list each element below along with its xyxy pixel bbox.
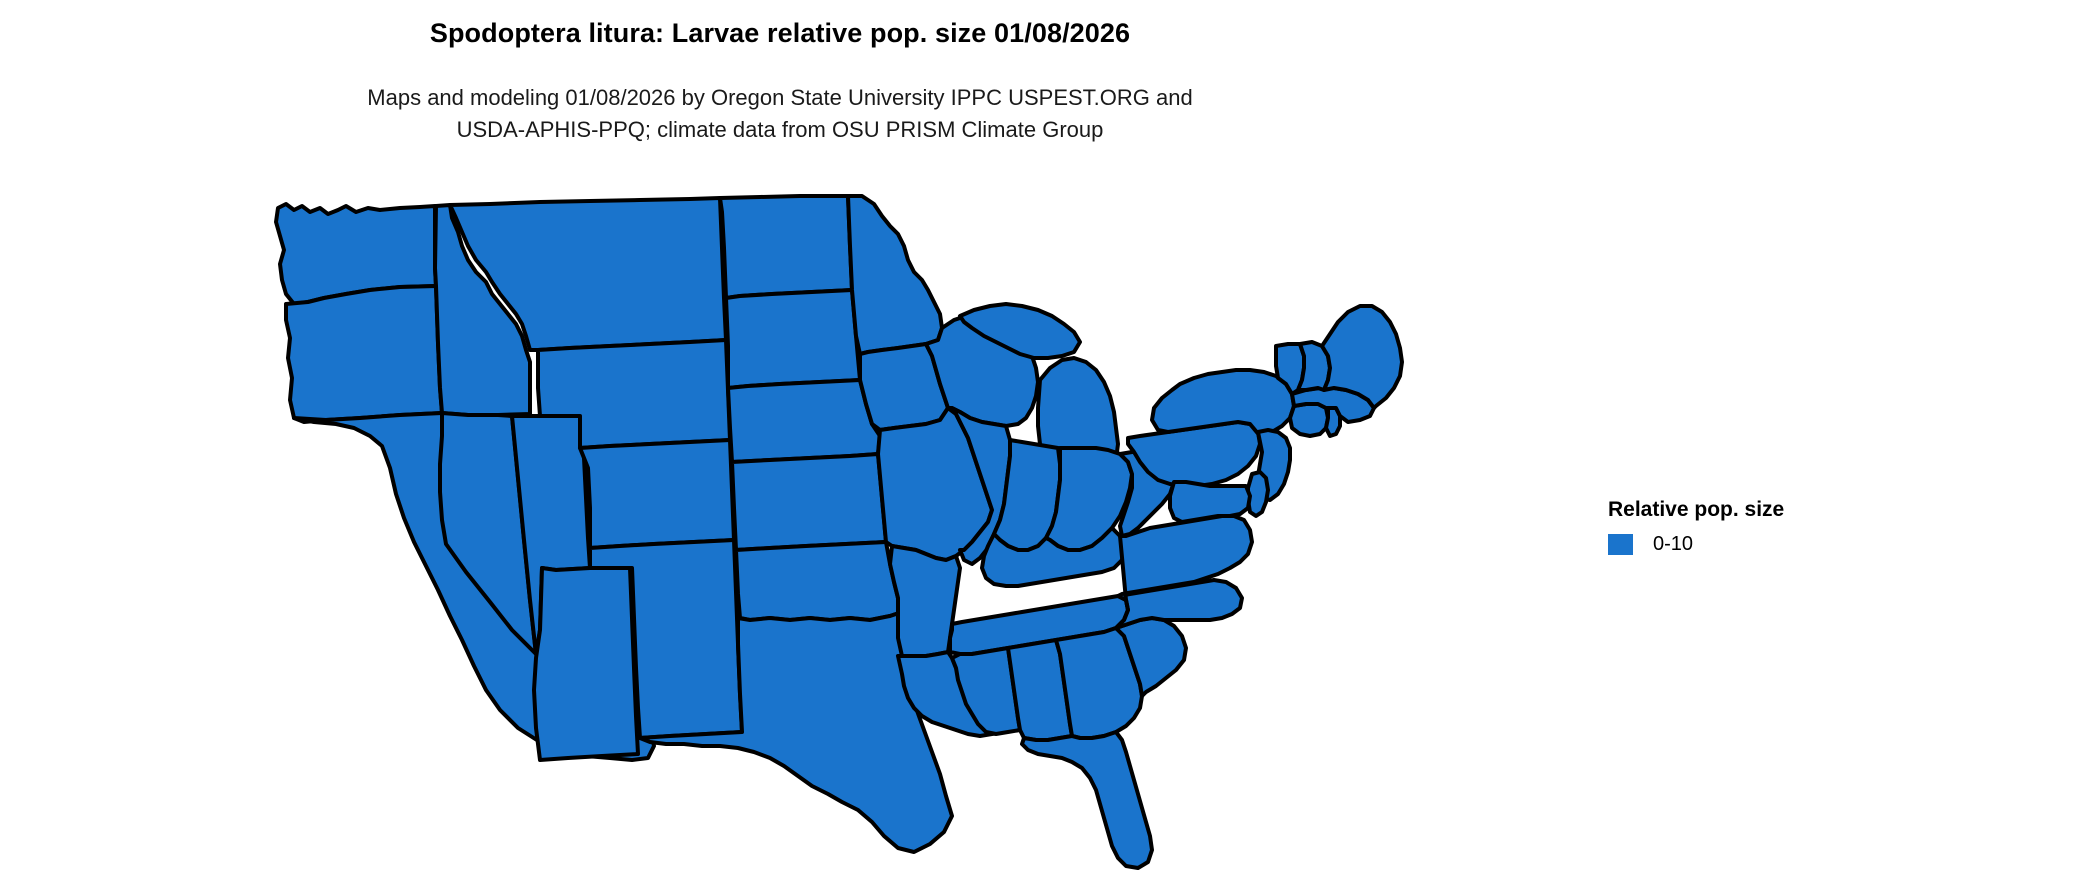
state-texas <box>638 610 954 854</box>
state-nebraska <box>726 378 882 464</box>
state-south-dakota <box>724 288 862 390</box>
subtitle-line-1: Maps and modeling 01/08/2026 by Oregon S… <box>367 85 1193 110</box>
legend-swatch-icon <box>1608 533 1633 555</box>
state-mississippi <box>950 646 1022 736</box>
state-north-dakota <box>718 194 854 300</box>
state-kansas <box>730 452 888 552</box>
us-map-svg <box>274 194 1404 870</box>
legend-entry: 0-10 <box>1608 532 1948 556</box>
page-subtitle: Maps and modeling 01/08/2026 by Oregon S… <box>0 82 1560 146</box>
state-illinois <box>950 406 1012 566</box>
state-new-york <box>1150 368 1296 438</box>
subtitle-line-2: USDA-APHIS-PPQ; climate data from OSU PR… <box>456 117 1104 142</box>
state-georgia <box>1054 626 1144 740</box>
state-oregon <box>284 284 444 424</box>
state-michigan-upper <box>958 302 1082 360</box>
state-idaho <box>433 203 532 417</box>
us-choropleth-map <box>250 168 1580 884</box>
state-nevada <box>438 411 538 656</box>
legend-entry-label: 0-10 <box>1653 532 1694 555</box>
state-maine <box>1320 304 1404 410</box>
state-maryland <box>1168 480 1252 524</box>
state-connecticut <box>1288 402 1330 438</box>
state-oklahoma <box>734 540 904 622</box>
map-legend: Relative pop. size 0-10 <box>1608 498 1948 556</box>
state-colorado <box>578 438 736 550</box>
state-florida <box>1020 730 1154 870</box>
page-title: Spodoptera litura: Larvae relative pop. … <box>429 18 1131 48</box>
state-polygons <box>274 194 1404 870</box>
state-minnesota <box>846 194 944 356</box>
state-arizona <box>532 566 640 762</box>
legend-title: Relative pop. size <box>1608 498 1785 521</box>
